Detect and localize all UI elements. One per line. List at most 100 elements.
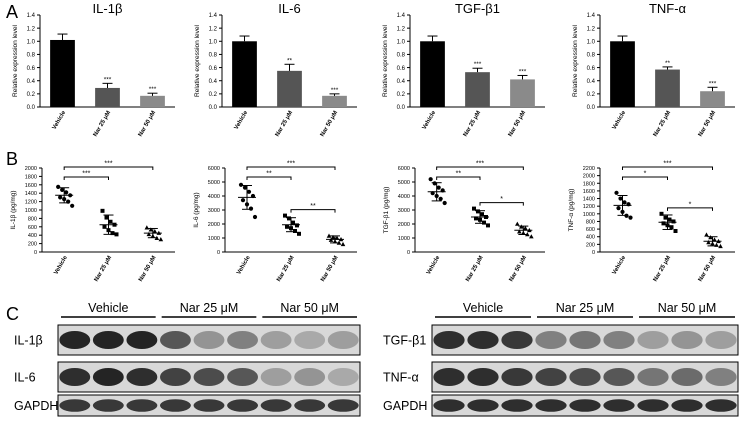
y-tick-label: 1000 [398, 236, 410, 242]
blot-band [501, 368, 533, 386]
x-tick-label: Nar 50 μM [138, 255, 158, 283]
data-point [671, 219, 676, 224]
data-point [472, 206, 476, 211]
blot-row-label: IL-1β [14, 334, 43, 348]
y-tick-label: 1.0 [27, 39, 36, 45]
data-point [330, 234, 336, 240]
y-tick-label: 800 [586, 219, 595, 225]
blot-group-label: Vehicle [88, 301, 128, 315]
y-tick-label: 1400 [583, 197, 595, 203]
significance-bracket [246, 166, 336, 170]
y-axis-label: Relative expression level [572, 25, 579, 97]
y-tick-label: 0.2 [27, 92, 36, 98]
y-tick-label: 200 [28, 242, 37, 248]
y-tick-label: 2000 [208, 222, 220, 228]
blot-band [705, 399, 737, 412]
y-tick-label: 3000 [208, 208, 220, 214]
panel-label-a: A [6, 2, 18, 22]
blot-band [637, 368, 669, 386]
bar [420, 41, 445, 107]
data-point [146, 231, 152, 237]
y-tick-label: 1.0 [209, 39, 218, 45]
blot-band [59, 331, 91, 349]
y-tick-label: 1200 [25, 200, 37, 206]
bar [655, 69, 680, 107]
blot-band [126, 368, 158, 386]
significance-label: ** [456, 171, 462, 178]
y-tick-label: 1.4 [397, 13, 406, 19]
y-tick-label: 400 [28, 233, 37, 239]
dot-plot-3: 0 1000 2000 3000 4000 5000 6000 TGF-β1 (pg/mg) V… [383, 161, 545, 283]
y-tick-label: 2000 [25, 166, 37, 172]
data-point [515, 221, 520, 226]
y-tick-label: 0.0 [209, 105, 218, 111]
y-tick-label: 5000 [208, 180, 220, 186]
data-point [242, 185, 248, 190]
y-tick-label: 0.4 [397, 79, 406, 85]
bar [510, 79, 535, 107]
blot-row-label: GAPDH [383, 399, 427, 413]
y-tick-label: 0 [34, 250, 37, 256]
blot-band [126, 331, 158, 349]
y-tick-label: 0.0 [587, 105, 596, 111]
y-tick-label: 1800 [583, 181, 595, 187]
blot-band [227, 399, 258, 412]
blot-band [433, 368, 465, 386]
y-tick-label: 6000 [398, 166, 410, 172]
y-tick-label: 0.6 [587, 66, 596, 72]
data-point [240, 198, 246, 203]
x-tick-label: Nar 25 μM [653, 255, 673, 283]
blot-row-label: GAPDH [14, 399, 58, 413]
significance-label: * [500, 196, 503, 203]
blot-band [467, 399, 499, 412]
dot-plot-2: 0 1000 2000 3000 4000 5000 6000 IL-6 (pg/mg) Veh… [193, 161, 357, 283]
data-point [438, 196, 443, 201]
bar [465, 72, 490, 107]
data-point [718, 243, 723, 249]
data-point [667, 217, 672, 222]
y-tick-label: 2000 [583, 174, 595, 180]
dot-plot-1: 0 200 400 600 800 1000 1200 1400 1600 1800 2000 IL-… [10, 161, 175, 283]
y-tick-label: 4000 [208, 194, 220, 200]
blot-band [671, 368, 703, 386]
blot-band [92, 331, 124, 349]
data-point [252, 214, 258, 220]
y-tick-label: 0.2 [209, 92, 218, 98]
chart-title: TGF-β1 [455, 1, 500, 16]
data-point [442, 200, 447, 206]
significance-bracket [63, 176, 109, 180]
x-tick-label: Nar 25 μM [275, 110, 295, 138]
y-tick-label: 0.4 [27, 79, 36, 85]
x-tick-label: Vehicle [612, 109, 628, 130]
bar [322, 95, 347, 107]
bar [610, 41, 635, 107]
data-point [517, 229, 522, 234]
blot-band [535, 331, 567, 349]
panel-label-b: B [6, 149, 18, 169]
x-tick-label: Nar 25 μM [463, 110, 483, 138]
blot-band [126, 399, 158, 412]
x-tick-label: Nar 25 μM [276, 255, 296, 283]
y-tick-label: 0.8 [209, 53, 218, 59]
y-tick-label: 3000 [398, 208, 410, 214]
significance-bracket [622, 176, 668, 180]
x-tick-label: Vehicle [612, 254, 628, 275]
significance-label: *** [476, 161, 484, 168]
data-point [70, 203, 75, 208]
blot-band [535, 399, 567, 412]
blot-band [294, 331, 326, 349]
blot-band [260, 331, 292, 349]
data-point [659, 211, 664, 216]
data-point [432, 181, 437, 186]
data-point [295, 223, 299, 228]
bar [232, 41, 257, 107]
y-tick-label: 0.4 [209, 79, 218, 85]
blot-band [327, 331, 359, 349]
blot-band [501, 331, 533, 349]
y-axis-label: IL-1β (pg/mg) [10, 190, 17, 229]
blot-band [569, 331, 601, 349]
y-tick-label: 1.4 [209, 13, 218, 19]
y-tick-label: 2200 [583, 166, 595, 172]
blot-band [671, 399, 703, 412]
